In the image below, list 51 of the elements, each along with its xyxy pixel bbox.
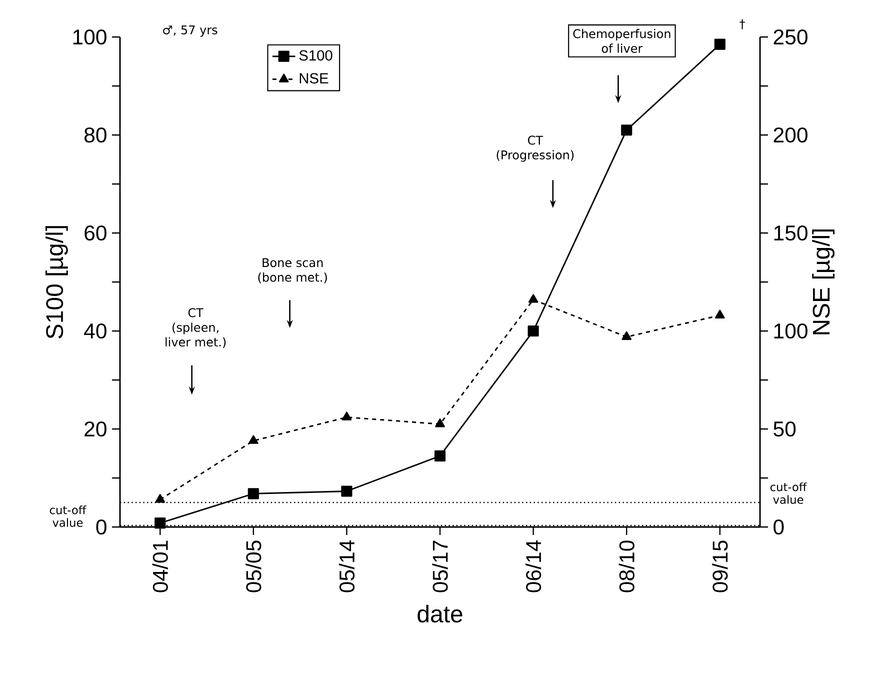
x-tick-label: 05/17	[432, 540, 448, 592]
y2-tick-label: 0	[774, 519, 784, 535]
annotation: (Progression)	[496, 150, 574, 162]
annotation: CT	[528, 136, 544, 145]
y-tick-label: 20	[84, 421, 106, 437]
y2-tick-label: 50	[774, 421, 796, 437]
point	[621, 124, 632, 136]
y-axis-title: S100 [µg/l]	[45, 226, 68, 339]
point	[342, 412, 352, 420]
x-tick-label: 09/15	[712, 540, 728, 592]
ref-line-label: cut-off value	[50, 505, 86, 527]
legend-label: NSE	[300, 73, 328, 84]
point	[248, 488, 259, 500]
point	[248, 435, 258, 444]
y-tick-label: 60	[84, 225, 106, 241]
x-tick-label: 05/14	[338, 540, 355, 592]
annotation: (spleen,	[172, 322, 218, 334]
legend-label: S100	[299, 50, 332, 61]
y-tick-label: 0	[96, 519, 106, 535]
point	[715, 310, 725, 318]
annotation: Chemoperfusion	[573, 28, 670, 41]
x-tick-label: 08/10	[618, 540, 634, 592]
y-tick-label: 100	[73, 29, 106, 45]
y-tick-label: 80	[84, 127, 106, 143]
y2-tick-label: 250	[774, 29, 808, 45]
point	[154, 518, 166, 529]
y2-tick-label: 200	[774, 127, 808, 143]
x-tick-label: 06/14	[525, 540, 542, 592]
ref-line-label: cut-off value	[770, 482, 807, 504]
annotation: CT	[188, 308, 204, 318]
point	[435, 418, 445, 428]
text: ♂, 57 yrs	[163, 26, 218, 37]
point	[434, 450, 446, 462]
x-tick-label: 05/05	[246, 540, 262, 592]
annotation: of liver	[602, 44, 643, 53]
text: †	[740, 19, 745, 30]
point	[528, 294, 538, 303]
y2-tick-label: 150	[774, 225, 808, 241]
annotation: liver met.)	[166, 337, 226, 348]
point	[341, 486, 352, 497]
point	[622, 331, 632, 340]
annotation: Bone scan	[262, 258, 323, 268]
x-axis-title: date	[418, 604, 462, 623]
point	[714, 38, 726, 50]
point	[155, 494, 166, 503]
annotation: (bone met.)	[258, 272, 327, 284]
y2-axis-title: NSE [µg/l]	[812, 229, 835, 334]
y2-tick-label: 100	[774, 323, 808, 339]
y-tick-label: 40	[84, 323, 106, 339]
x-tick-label: 04/01	[152, 540, 168, 592]
point	[528, 325, 539, 337]
